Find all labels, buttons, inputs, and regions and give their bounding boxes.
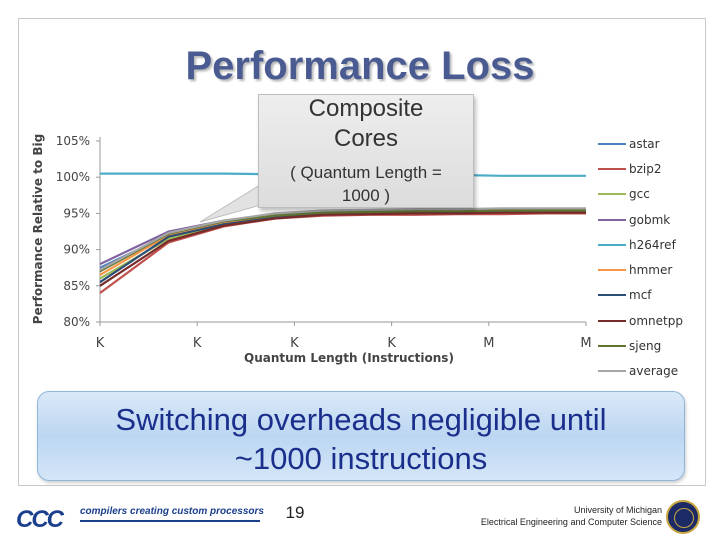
legend-label: omnetpp: [629, 313, 683, 328]
legend-swatch: [598, 142, 626, 145]
legend-label: astar: [629, 136, 660, 151]
legend-item-sjeng: sjeng: [598, 333, 708, 358]
y-tick-label: 105%: [56, 134, 90, 148]
legend-swatch: [598, 319, 626, 322]
legend-item-mcf: mcf: [598, 283, 708, 308]
legend-item-h264ref: h264ref: [598, 232, 708, 257]
legend-label: sjeng: [629, 339, 662, 354]
legend-swatch: [598, 218, 626, 221]
legend-label: bzip2: [629, 161, 662, 176]
legend-label: gobmk: [629, 212, 671, 227]
ccc-logo: CCC: [16, 506, 64, 533]
x-tick-label: K: [387, 336, 396, 351]
legend-item-omnetpp: omnetpp: [598, 308, 708, 333]
series-line-omnetpp: [99, 211, 586, 287]
y-tick-label: 90%: [63, 243, 90, 257]
page-number: 19: [285, 503, 305, 522]
callout-subtitle-line1: ( Quantum Length =: [290, 163, 442, 182]
banner-line1: Switching overheads negligible until: [115, 402, 607, 437]
legend-swatch: [598, 167, 626, 170]
x-tick-label: K: [290, 336, 299, 351]
legend-item-average: average: [598, 359, 708, 384]
series-line-average: [99, 207, 586, 271]
university-name: University of Michigan: [573, 505, 662, 515]
legend-label: average: [629, 364, 679, 379]
y-tick-label: 95%: [63, 206, 90, 220]
legend-item-astar: astar: [598, 131, 708, 156]
banner-line2: ~1000 instructions: [234, 441, 488, 476]
legend-label: gcc: [629, 187, 650, 202]
logo-tagline: compilers creating custom processors: [80, 506, 264, 517]
x-tick-label: K: [193, 336, 202, 351]
summary-banner: Switching overheads negligible until ~10…: [37, 391, 685, 481]
y-tick-label: 80%: [63, 315, 90, 329]
legend-swatch: [598, 294, 626, 297]
chart-legend: astar bzip2 gcc gobmk h264ref hmmer mcf omnetpp…: [598, 131, 708, 384]
callout-box: Composite Cores ( Quantum Length = 1000 …: [258, 94, 474, 208]
legend-label: h264ref: [629, 237, 676, 252]
legend-swatch: [598, 370, 626, 373]
legend-label: mcf: [629, 288, 652, 303]
slide-title: Performance Loss: [185, 44, 535, 88]
legend-swatch: [598, 193, 626, 196]
x-tick-label: M: [483, 336, 494, 351]
legend-item-bzip2: bzip2: [598, 156, 708, 181]
legend-item-hmmer: hmmer: [598, 257, 708, 282]
university-credit: University of Michigan Electrical Engine…: [440, 504, 662, 528]
x-axis-label: Quantum Length (Instructions): [244, 351, 454, 365]
callout-title-line2: Cores: [333, 125, 399, 152]
callout-subtitle-line2: 1000 ): [341, 186, 391, 205]
callout-title-line1: Composite: [308, 95, 424, 122]
x-tick-label: M: [580, 336, 591, 351]
legend-swatch: [598, 243, 626, 246]
legend-item-gobmk: gobmk: [598, 207, 708, 232]
y-tick-label: 100%: [56, 170, 90, 184]
department-name: Electrical Engineering and Computer Scie…: [480, 517, 662, 527]
legend-swatch: [598, 269, 626, 272]
logo-underline: [80, 520, 260, 522]
university-seal-icon: [666, 500, 700, 534]
legend-item-gcc: gcc: [598, 182, 708, 207]
x-tick-label: K: [96, 336, 105, 351]
y-tick-label: 85%: [63, 279, 90, 293]
legend-label: hmmer: [629, 263, 673, 278]
legend-swatch: [598, 345, 626, 348]
